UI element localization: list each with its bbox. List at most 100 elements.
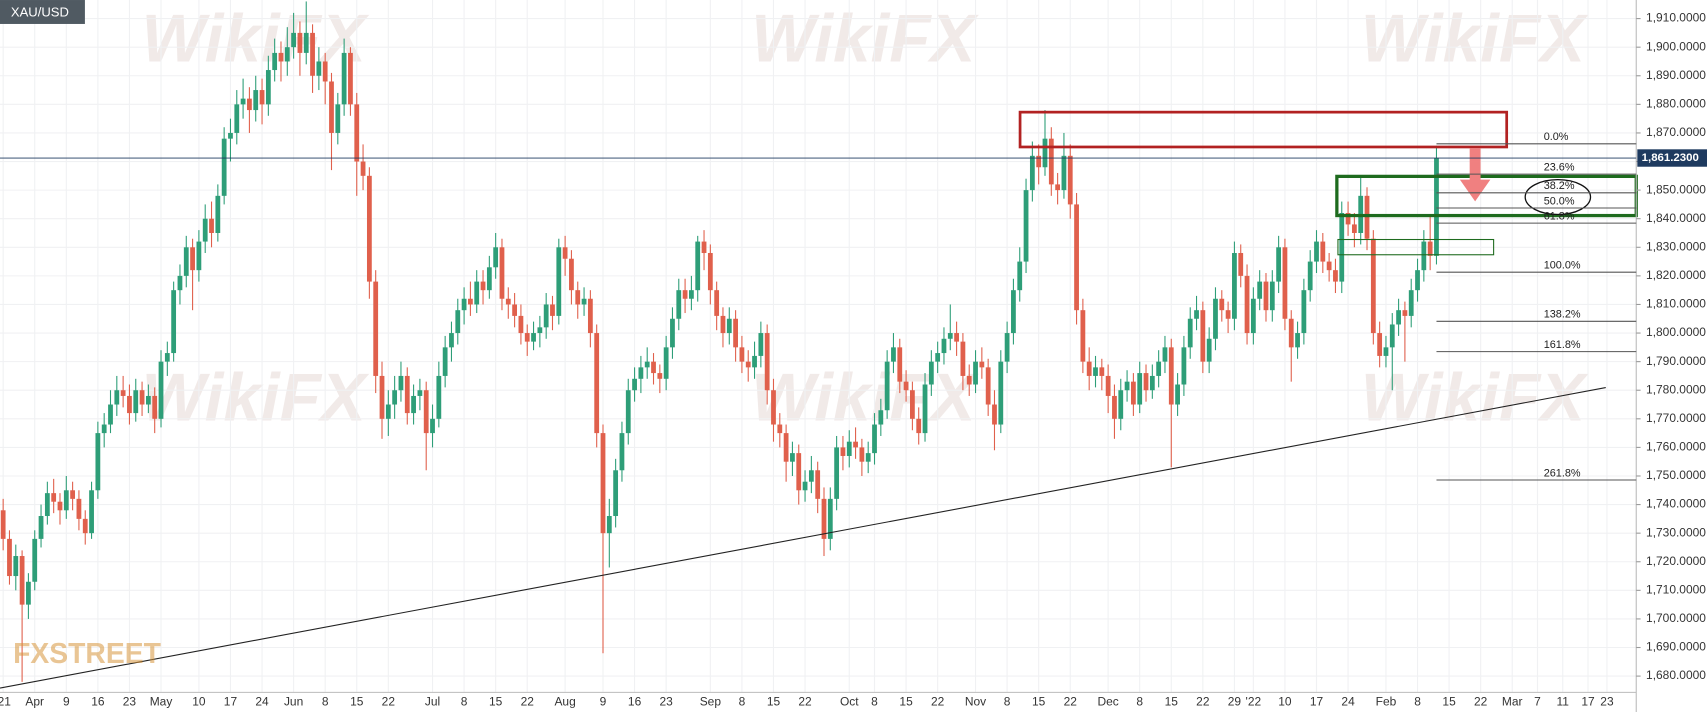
x-tick-label: Jun: [284, 694, 303, 708]
candle-body: [1232, 253, 1237, 319]
candle-body: [44, 493, 50, 517]
candle-body: [63, 490, 69, 511]
price-tag: [1637, 149, 1707, 167]
candle-body: [581, 298, 587, 305]
candle-body: [0, 510, 6, 539]
candle-body: [366, 175, 372, 282]
y-tick-label: 1,870.0000: [1646, 125, 1706, 139]
candle-body: [840, 447, 846, 456]
candle-body: [777, 424, 783, 434]
candle-body: [373, 281, 379, 376]
candle-body: [310, 32, 315, 76]
logo: FXSTREET: [13, 637, 161, 669]
y-tick-label: 1,680.0000: [1646, 668, 1706, 682]
candle-body: [613, 470, 619, 517]
watermark: WikiFX: [751, 1, 979, 76]
candle-body: [512, 304, 517, 316]
candle-body: [139, 390, 145, 405]
x-tick-label: Jul: [425, 694, 440, 708]
candle-body: [291, 32, 297, 48]
candle-body: [133, 390, 139, 414]
x-tick-label: Dec: [1097, 694, 1118, 708]
candle-body: [303, 32, 309, 53]
candle-body: [947, 333, 953, 339]
candle-body: [379, 375, 385, 419]
candle-body: [827, 498, 833, 539]
x-tick-label: 15: [767, 694, 781, 708]
candle-body: [1213, 298, 1218, 339]
candle-body: [518, 315, 524, 334]
x-tick-label: Sep: [700, 694, 722, 708]
candle-body: [625, 390, 631, 434]
candle-body: [1004, 333, 1010, 362]
candle-body: [1402, 310, 1408, 316]
x-tick-label: 10: [192, 694, 206, 708]
candle-body: [404, 375, 410, 414]
candle-body: [739, 347, 745, 362]
candle-body: [1048, 138, 1054, 185]
candle-body: [215, 195, 221, 233]
candle-body: [1301, 290, 1307, 334]
fib-label: 50.0%: [1544, 195, 1575, 207]
candle-body: [32, 538, 38, 582]
candle-body: [1288, 318, 1294, 348]
grid: [0, 0, 1637, 693]
candle-body: [562, 247, 568, 259]
chart-title: XAU/USD: [11, 5, 69, 20]
candle-body: [322, 61, 328, 82]
candle-body: [720, 315, 726, 334]
down-arrow: [1459, 148, 1491, 202]
candle-body: [486, 267, 492, 291]
candle-body: [1257, 281, 1263, 299]
candle-body: [872, 424, 877, 454]
x-tick-label: 9: [600, 694, 607, 708]
candle-body: [808, 470, 814, 482]
x-tick-label: 8: [739, 694, 746, 708]
x-tick-label: 24: [1341, 694, 1355, 708]
x-tick-label: 8: [1414, 694, 1421, 708]
candle-body: [480, 281, 486, 291]
y-tick-label: 1,790.0000: [1646, 354, 1706, 368]
candle-body: [7, 538, 12, 577]
candle-body: [638, 367, 644, 379]
candle-body: [228, 132, 233, 139]
candle-body: [1061, 155, 1067, 191]
candle-body: [259, 90, 265, 105]
candle-body: [177, 275, 183, 291]
candle-body: [960, 341, 966, 376]
y-tick-label: 1,750.0000: [1646, 468, 1706, 482]
candle-body: [1345, 212, 1351, 225]
y-tick-label: 1,890.0000: [1646, 68, 1706, 82]
candle-body: [272, 52, 278, 71]
candle-body: [733, 318, 738, 348]
candle-body: [247, 98, 252, 111]
candles: [0, 1, 1439, 682]
candle-body: [1029, 155, 1035, 191]
candle-body: [676, 290, 682, 319]
candle-body: [1427, 241, 1433, 256]
candle-body: [95, 433, 101, 491]
candle-body: [493, 247, 499, 268]
candle-body: [1396, 310, 1401, 325]
y-tick-label: 1,880.0000: [1646, 97, 1706, 111]
candle-body: [600, 433, 606, 534]
candle-body: [1143, 373, 1149, 391]
candle-body: [954, 333, 959, 342]
candle-body: [341, 52, 347, 105]
x-tick-label: 22: [521, 694, 535, 708]
x-tick-label: 9: [63, 694, 70, 708]
x-tick-label: 17: [1581, 694, 1595, 708]
candle-body: [1175, 384, 1180, 405]
candle-body: [265, 70, 271, 105]
candle-body: [1351, 224, 1357, 233]
candle-body: [821, 498, 827, 539]
candle-body: [619, 433, 625, 471]
y-tick-label: 1,910.0000: [1646, 11, 1706, 25]
candle-body: [253, 90, 259, 111]
candle-body: [474, 281, 480, 305]
candle-body: [82, 518, 88, 534]
candle-body: [329, 81, 334, 133]
candle-body: [1011, 290, 1016, 334]
candle-body: [1017, 261, 1023, 291]
candle-body: [1276, 247, 1282, 282]
